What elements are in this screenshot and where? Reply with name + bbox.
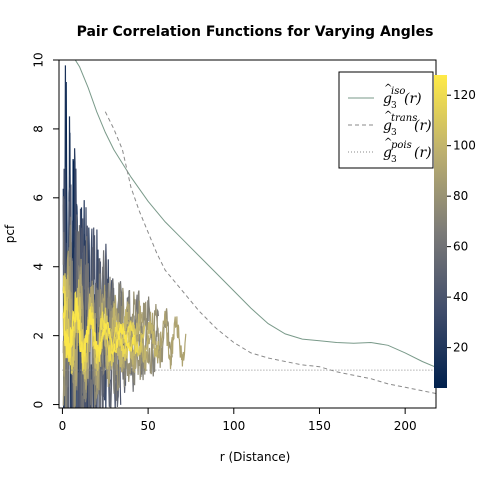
legend-superscript: pois <box>391 140 412 151</box>
y-tick-label: 10 <box>32 52 46 67</box>
y-tick-label: 6 <box>32 194 46 202</box>
x-axis-label: r (Distance) <box>220 450 291 464</box>
x-tick-label: 0 <box>59 419 67 433</box>
y-tick-label: 2 <box>32 332 46 340</box>
legend-argument: (r) <box>414 118 432 134</box>
y-tick-label: 0 <box>32 401 46 409</box>
y-axis-label: pcf <box>3 224 17 243</box>
colorbar-tick-label: 60 <box>453 240 468 254</box>
x-tick-label: 50 <box>140 419 155 433</box>
x-tick-label: 150 <box>308 419 331 433</box>
colorbar-ramp <box>434 75 447 388</box>
colorbar: 20 40 60 80 100 120 <box>434 75 476 388</box>
x-axis: 0 50 100 150 200 <box>59 408 417 433</box>
colorbar-tick-label: 80 <box>453 189 468 203</box>
x-tick-label: 100 <box>222 419 245 433</box>
colorbar-tick-label: 100 <box>453 139 476 153</box>
y-axis: 0 2 4 6 8 10 <box>32 52 60 408</box>
colorbar-tick-label: 40 <box>453 290 468 304</box>
chart-title: Pair Correlation Functions for Varying A… <box>77 24 434 40</box>
x-tick-label: 200 <box>394 419 417 433</box>
y-tick-label: 8 <box>32 125 46 133</box>
legend-argument: (r) <box>404 91 422 107</box>
legend-subscript: 3 <box>391 155 397 165</box>
colorbar-tick-label: 20 <box>453 341 468 355</box>
legend-argument: (r) <box>414 145 432 161</box>
y-tick-label: 4 <box>32 263 46 271</box>
colorbar-tick-label: 120 <box>453 88 476 102</box>
